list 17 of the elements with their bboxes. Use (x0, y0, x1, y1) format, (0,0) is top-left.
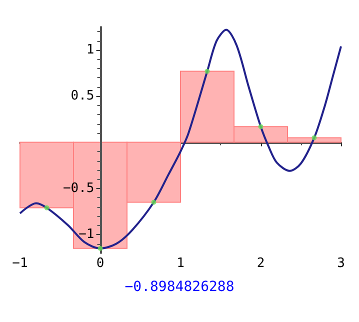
y-tick-label: 0.5 (70, 88, 94, 104)
point (44, 205, 50, 210)
point (258, 124, 264, 130)
y-tick-label: 1 (86, 42, 94, 58)
x-tick-label: −1 (12, 256, 28, 271)
x-tick-label: 3 (337, 256, 345, 271)
point (204, 68, 210, 74)
x-tick-label: 1 (176, 256, 184, 271)
point (151, 200, 156, 205)
x-tick-label: 2 (256, 256, 265, 271)
point (312, 135, 317, 140)
y-tick-label: −1 (78, 227, 94, 242)
line-series (19, 28, 342, 250)
x-tick-label: 0 (96, 256, 104, 271)
point (98, 246, 103, 251)
y-tick-label: −0.5 (62, 180, 94, 196)
text: −0.8984826288 (124, 279, 234, 295)
